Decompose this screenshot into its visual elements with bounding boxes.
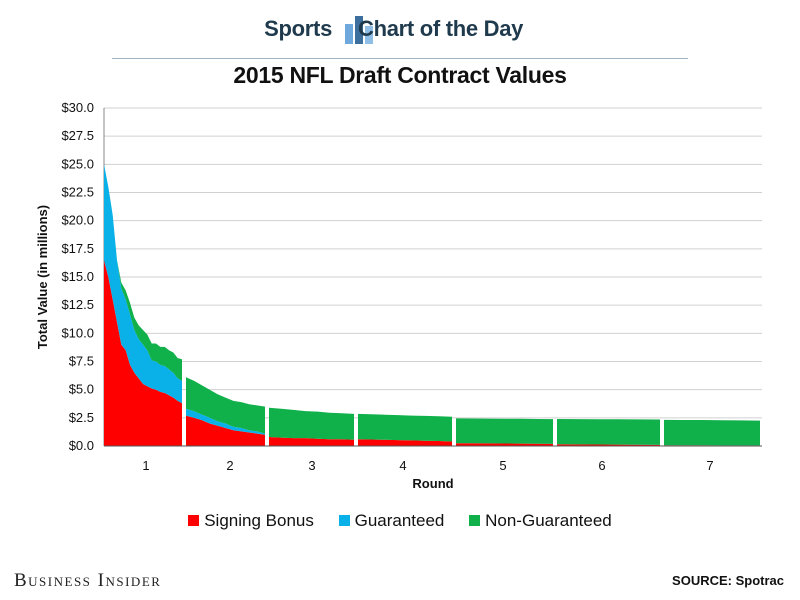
series-areas — [104, 164, 760, 446]
legend-item-guaranteed: Guaranteed — [338, 511, 445, 531]
legend-label-non-guaranteed: Non-Guaranteed — [485, 511, 612, 530]
signing-bonus-area-round-2 — [186, 415, 265, 446]
y-tick-label: $22.5 — [61, 185, 94, 200]
legend-item-non-guaranteed: Non-Guaranteed — [469, 511, 612, 531]
signing-bonus-area-round-5 — [456, 443, 553, 446]
header-sports-label: Sports — [264, 16, 332, 41]
y-axis-title: Total Value (in millions) — [35, 205, 50, 349]
non-guaranteed-area-round-4 — [358, 413, 452, 442]
signing-bonus-area-round-3 — [269, 437, 354, 446]
chart-header: Sports Chart of the Day — [0, 12, 800, 59]
y-tick-label: $17.5 — [61, 241, 94, 256]
source-note: SOURCE: Spotrac — [672, 573, 784, 588]
x-axis-ticks: 1 2 3 4 5 6 7 — [142, 458, 713, 473]
y-tick-label: $0.0 — [69, 438, 94, 453]
y-tick-label: $12.5 — [61, 297, 94, 312]
business-insider-logo: Business Insider — [14, 570, 162, 591]
x-tick-label: 5 — [499, 458, 506, 473]
y-tick-label: $20.0 — [61, 213, 94, 228]
x-tick-label: 3 — [308, 458, 315, 473]
legend-item-signing-bonus: Signing Bonus — [188, 511, 314, 531]
x-tick-label: 7 — [706, 458, 713, 473]
bar-chart-icon — [345, 16, 373, 44]
legend-swatch-signing-bonus — [188, 515, 200, 526]
y-tick-label: $15.0 — [61, 269, 94, 284]
legend-label-guaranteed: Guaranteed — [354, 511, 445, 530]
guaranteed-area-round-2 — [186, 408, 265, 435]
signing-bonus-area-round-4 — [358, 439, 452, 446]
legend-swatch-guaranteed — [338, 515, 350, 526]
y-tick-label: $5.0 — [69, 382, 94, 397]
x-tick-label: 6 — [598, 458, 605, 473]
non-guaranteed-area-round-7 — [664, 419, 760, 446]
non-guaranteed-area-round-1 — [104, 164, 182, 381]
non-guaranteed-area-round-3 — [269, 407, 354, 440]
non-guaranteed-area-round-2 — [186, 377, 265, 434]
chart-title: 2015 NFL Draft Contract Values — [233, 62, 567, 88]
y-tick-label: $27.5 — [61, 128, 94, 143]
y-axis-ticks: $0.0 $2.5 $5.0 $7.5 $10.0 $12.5 $15.0 $17.5 $20.… — [61, 100, 94, 453]
non-guaranteed-area-round-5 — [456, 418, 553, 444]
signing-bonus-area-round-1 — [104, 260, 182, 446]
y-tick-label: $30.0 — [61, 100, 94, 115]
x-tick-label: 4 — [399, 458, 406, 473]
x-tick-label: 1 — [142, 458, 149, 473]
y-tick-label: $2.5 — [69, 410, 94, 425]
guaranteed-area-round-1 — [104, 164, 182, 404]
y-tick-label: $10.0 — [61, 325, 94, 340]
non-guaranteed-area-round-6 — [557, 419, 660, 445]
y-tick-label: $7.5 — [69, 354, 94, 369]
y-tick-label: $25.0 — [61, 156, 94, 171]
x-tick-label: 2 — [226, 458, 233, 473]
header-chart-of-day-label: Chart of the Day — [358, 16, 524, 41]
legend-label-signing-bonus: Signing Bonus — [204, 511, 314, 530]
x-axis-title: Round — [412, 476, 453, 491]
header-divider — [112, 58, 688, 59]
legend: Signing Bonus Guaranteed Non-Guaranteed — [0, 511, 800, 531]
legend-swatch-non-guaranteed — [469, 515, 481, 526]
